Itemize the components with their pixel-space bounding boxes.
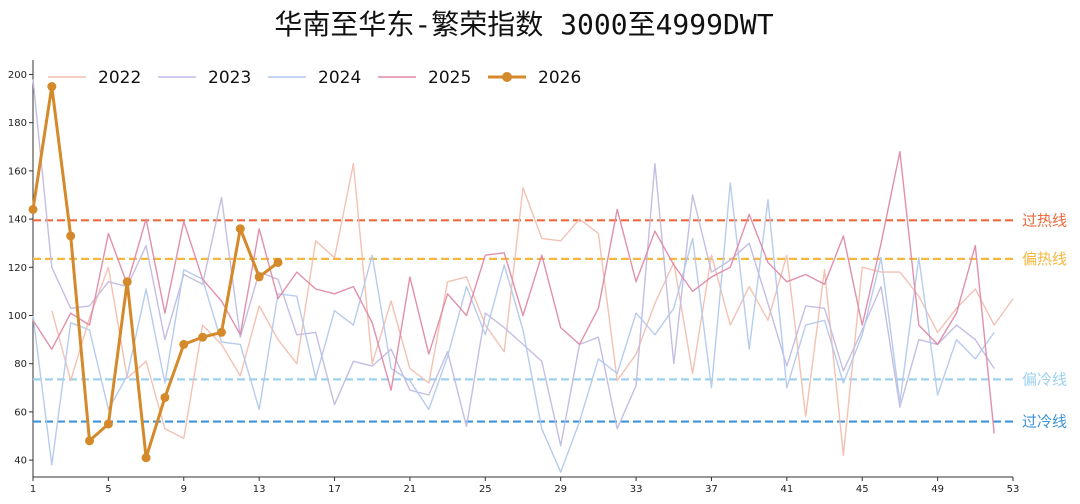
y-tick-label: 200 bbox=[8, 70, 27, 81]
legend-label: 2022 bbox=[98, 68, 141, 88]
reference-line-label: 过冷线 bbox=[1022, 413, 1067, 431]
legend-label: 2025 bbox=[428, 68, 471, 88]
data-point bbox=[198, 332, 208, 342]
data-point bbox=[141, 453, 151, 463]
x-tick-label: 25 bbox=[479, 484, 492, 495]
x-tick-label: 33 bbox=[630, 484, 643, 495]
series-line bbox=[32, 182, 995, 473]
x-tick-label: 17 bbox=[328, 484, 341, 495]
y-tick-label: 120 bbox=[8, 263, 27, 274]
data-point bbox=[103, 419, 113, 429]
x-tick-label: 37 bbox=[705, 484, 718, 495]
data-point bbox=[28, 204, 38, 214]
y-tick-label: 160 bbox=[8, 166, 27, 177]
series-line bbox=[31, 85, 279, 460]
x-tick-label: 29 bbox=[554, 484, 567, 495]
legend-marker bbox=[502, 72, 512, 82]
legend-label: 2026 bbox=[538, 68, 581, 88]
data-point bbox=[160, 392, 170, 402]
x-tick-label: 41 bbox=[780, 484, 793, 495]
data-point bbox=[66, 231, 76, 241]
x-tick-label: 13 bbox=[253, 484, 266, 495]
reference-line-label: 偏冷线 bbox=[1022, 370, 1067, 388]
legend: 2022 2023 2024 2025 2026 bbox=[48, 68, 581, 88]
y-tick-label: 140 bbox=[8, 215, 27, 226]
series-line bbox=[32, 150, 995, 434]
y-tick-label: 100 bbox=[8, 311, 27, 322]
x-tick-label: 21 bbox=[404, 484, 417, 495]
x-tick-label: 9 bbox=[181, 484, 187, 495]
x-tick-label: 49 bbox=[931, 484, 944, 495]
series-line bbox=[32, 79, 995, 447]
chart-title: 华南至华东-繁荣指数 3000至4999DWT bbox=[274, 8, 773, 41]
x-tick-label: 1 bbox=[30, 484, 36, 495]
data-point bbox=[47, 82, 57, 92]
x-tick-label: 53 bbox=[1007, 484, 1020, 495]
axes: 40 60 80 100 120 140 160 180 200 1 5 9 13 17 21 25 29 33 3… bbox=[8, 60, 1019, 495]
reference-line-label: 偏热线 bbox=[1022, 250, 1067, 268]
reference-line-label: 过热线 bbox=[1022, 211, 1067, 229]
data-point bbox=[273, 257, 283, 267]
data-point bbox=[254, 272, 264, 282]
y-tick-label: 40 bbox=[14, 456, 27, 467]
y-tick-label: 80 bbox=[14, 359, 27, 370]
y-tick-label: 60 bbox=[14, 407, 27, 418]
x-tick-label: 45 bbox=[856, 484, 869, 495]
data-point bbox=[122, 277, 132, 287]
data-point bbox=[179, 339, 189, 349]
x-tick-label: 5 bbox=[105, 484, 111, 495]
data-point bbox=[235, 224, 245, 234]
legend-label: 2023 bbox=[208, 68, 251, 88]
y-tick-label: 180 bbox=[8, 118, 27, 129]
data-point bbox=[216, 327, 226, 337]
legend-label: 2024 bbox=[318, 68, 361, 88]
series-layer bbox=[28, 79, 1014, 473]
data-point bbox=[85, 436, 95, 446]
